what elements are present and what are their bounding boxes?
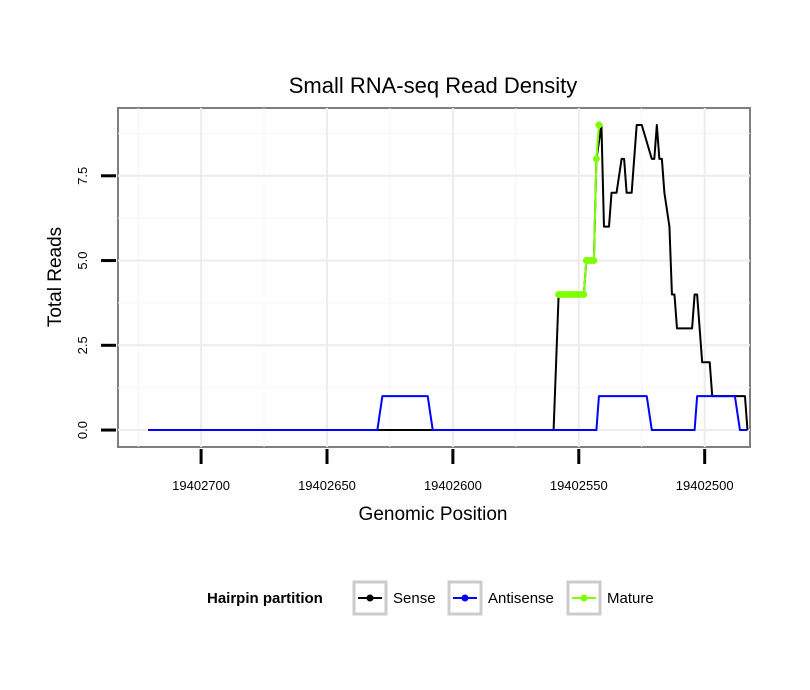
mature-point (590, 257, 598, 265)
legend-item-sense: Sense (352, 580, 436, 616)
legend-label-mature: Mature (607, 590, 654, 607)
y-tick-label: 7.5 (75, 167, 90, 185)
series-line-antisense (148, 395, 748, 432)
chart-title: Small RNA-seq Read Density (289, 73, 578, 98)
x-tick-label: 19402600 (424, 478, 482, 493)
mature-point (580, 290, 588, 298)
x-tick-label: 19402500 (676, 478, 734, 493)
y-axis-title: Total Reads (45, 227, 66, 327)
mature-point (592, 155, 600, 163)
legend-item-mature: Mature (566, 580, 654, 616)
legend-point-antisense (461, 594, 469, 602)
legend-label-sense: Sense (393, 590, 436, 607)
legend-point-mature (580, 594, 588, 602)
series-layer (148, 121, 749, 432)
y-tick-label: 2.5 (75, 336, 90, 354)
axes: 19402700 19402650 19402600 19402550 19402500… (75, 167, 734, 493)
x-tick-label: 19402650 (298, 478, 356, 493)
x-tick-label: 19402550 (550, 478, 608, 493)
grid (118, 108, 750, 447)
legend-point-sense (366, 594, 374, 602)
x-tick-label: 19402700 (172, 478, 230, 493)
legend-title: Hairpin partition (207, 590, 323, 607)
x-axis-title: Genomic Position (359, 504, 508, 525)
legend: Hairpin partition Sense Antisense Mature (207, 580, 654, 616)
legend-item-antisense: Antisense (447, 580, 554, 616)
y-tick-label: 5.0 (75, 252, 90, 270)
legend-label-antisense: Antisense (488, 590, 554, 607)
plot-panel (117, 107, 751, 448)
mature-point (595, 121, 603, 129)
y-tick-label: 0.0 (75, 421, 90, 439)
